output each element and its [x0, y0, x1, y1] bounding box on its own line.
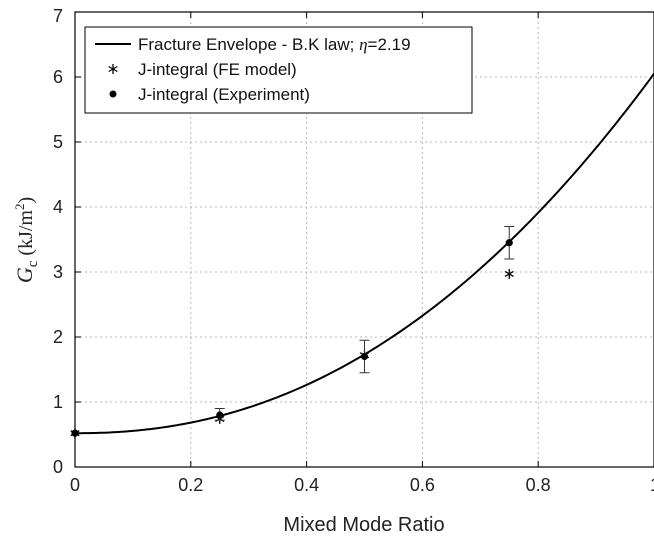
y-tick-label: 0 — [53, 457, 63, 477]
x-axis-label: Mixed Mode Ratio — [283, 514, 444, 536]
legend-entry-envelope-text: Fracture Envelope - B.K law; — [138, 35, 359, 54]
x-tick-label: 0.6 — [410, 475, 435, 495]
data-point-fe-model — [504, 268, 514, 279]
legend-entry-envelope: Fracture Envelope - B.K law; η=2.19 — [138, 35, 411, 54]
y-axis-label: Gc (kJ/m2) — [12, 197, 41, 283]
data-point-experiment — [71, 429, 79, 437]
legend: Fracture Envelope - B.K law; η=2.19 J-in… — [84, 26, 473, 114]
y-tick-label: 2 — [53, 327, 63, 347]
data-point-experiment — [216, 411, 224, 419]
legend-entry-experiment: J-integral (Experiment) — [138, 85, 310, 104]
plot-frame — [74, 11, 654, 468]
x-tick-label: 0.2 — [178, 475, 203, 495]
axis-ticks: 0 0.2 0.4 0.6 0.8 1 0 1 2 3 4 5 6 7 — [53, 6, 654, 495]
y-tick-label: 1 — [53, 392, 63, 412]
y-tick-label: 3 — [53, 262, 63, 282]
x-tick-label: 0.4 — [294, 475, 319, 495]
y-axis-unit-exponent: 2 — [12, 204, 27, 211]
y-tick-label: 6 — [53, 67, 63, 87]
y-tick-label: 4 — [53, 197, 63, 217]
y-tick-label: 7 — [53, 6, 63, 26]
asterisk-stroke — [504, 270, 514, 278]
x-tick-label: 0 — [70, 475, 80, 495]
y-axis-subscript: c — [25, 260, 41, 267]
legend-box — [84, 26, 473, 114]
legend-asterisk-marker — [108, 64, 118, 74]
y-tick-label: 5 — [53, 132, 63, 152]
legend-entry-fe: J-integral (FE model) — [138, 60, 297, 79]
series-line-fracture-envelope — [75, 73, 654, 435]
data-point-experiment — [360, 352, 369, 361]
y-axis-symbol: G — [12, 267, 37, 283]
y-axis-unit: (kJ/m — [15, 210, 37, 261]
legend-entry-eta: η — [359, 35, 367, 54]
plot-series — [70, 73, 654, 439]
data-point-experiment — [505, 239, 513, 247]
y-axis-unit-close: ) — [15, 197, 37, 204]
legend-dot-marker — [109, 90, 117, 98]
x-tick-label: 1 — [650, 475, 654, 495]
x-tick-label: 0.8 — [526, 475, 551, 495]
legend-entry-eta-value: =2.19 — [368, 35, 411, 54]
